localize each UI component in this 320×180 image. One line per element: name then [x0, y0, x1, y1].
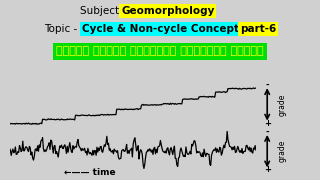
Text: হাকের অচক্র ভূমিরূপ বিবর্তন ধারণা: হাকের অচক্র ভূমিরূপ বিবর্তন ধারণা	[56, 46, 264, 56]
Text: grade: grade	[278, 140, 287, 162]
Text: Cycle & Non-cycle Concept: Cycle & Non-cycle Concept	[82, 24, 239, 34]
Text: part-6: part-6	[240, 24, 276, 34]
Text: grade: grade	[278, 93, 287, 116]
Text: Topic -: Topic -	[44, 24, 77, 34]
Text: -: -	[265, 128, 269, 137]
Text: +: +	[264, 119, 271, 128]
Text: ←—— time: ←—— time	[64, 168, 116, 177]
Text: -: -	[265, 81, 269, 90]
Text: Subject-: Subject-	[80, 6, 126, 16]
Text: Geomorphology: Geomorphology	[121, 6, 214, 16]
Text: +: +	[264, 165, 271, 174]
